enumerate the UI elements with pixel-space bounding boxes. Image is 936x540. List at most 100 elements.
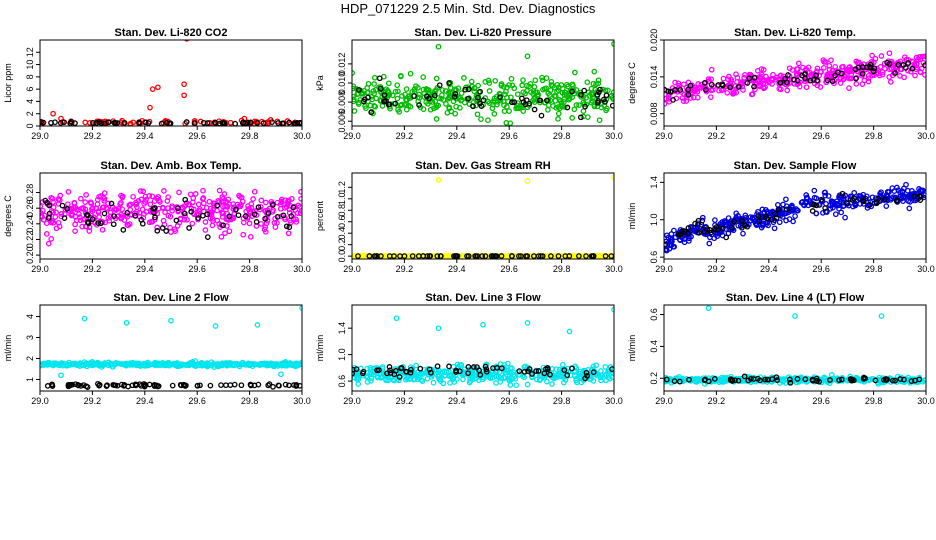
data-point [258,197,265,204]
y-tick-label: 0.6 [337,215,347,228]
data-point [822,205,828,211]
data-point [220,195,226,202]
data-point [364,365,371,372]
panel-title: Stan. Dev. Li-820 CO2 [115,27,228,39]
data-point [269,119,275,125]
data-point [917,197,924,203]
data-point [904,187,911,194]
data-point [483,366,490,373]
data-point [776,219,783,226]
data-point [890,377,896,384]
data-point [853,75,859,82]
data-point [90,360,97,367]
data-point [603,92,610,99]
data-point [484,368,490,375]
data-point [742,212,749,219]
data-point [701,79,708,86]
data-point [181,382,188,388]
data-point [270,207,276,213]
data-point [381,98,388,104]
data-point [460,376,466,383]
data-point [922,72,926,78]
data-point [197,382,203,389]
x-tick-label: 30.0 [293,396,311,406]
data-point [184,216,190,223]
data-point [452,90,459,97]
data-point [383,377,389,384]
data-point [55,196,62,203]
data-point [739,224,745,231]
data-point [95,220,102,226]
data-point [902,54,908,61]
x-tick-label: 29.8 [241,396,259,406]
data-point [701,228,708,235]
data-point [371,103,378,109]
data-point [591,68,598,75]
data-point [95,380,101,387]
data-point [522,101,529,108]
data-point [93,120,100,126]
data-point [755,213,762,219]
data-point [101,190,108,196]
data-points [40,305,302,390]
data-point [381,371,387,377]
data-point [749,91,756,97]
data-point [559,361,566,368]
data-point [901,193,907,200]
data-point [376,75,383,82]
data-point [802,78,808,85]
data-point [277,201,284,208]
data-point [352,96,357,103]
series-reference [42,196,297,240]
data-point [839,190,846,197]
data-point [89,208,96,215]
data-point [58,372,64,379]
data-point [799,72,805,79]
data-point [810,77,817,83]
data-point [196,208,202,214]
x-tick-label: 29.2 [708,396,726,406]
data-point [840,76,847,83]
data-point [396,374,403,380]
data-point [569,88,575,95]
data-point [687,82,694,89]
data-point [558,373,565,380]
data-point [897,376,904,382]
data-point [364,85,371,91]
data-point [254,322,261,328]
plot-frame [39,172,303,260]
data-point [566,253,573,259]
data-point [578,92,584,98]
data-point [126,221,133,227]
data-point [671,378,678,384]
data-point [67,381,73,388]
data-point [43,231,50,237]
data-point [908,378,915,384]
data-point [240,219,247,226]
data-point [120,227,127,233]
data-point [818,196,824,203]
data-point [204,120,211,126]
data-point [679,95,686,101]
data-point [167,213,174,220]
y-tick-label: 0.014 [649,66,659,89]
data-point [352,98,357,105]
data-point [849,376,855,383]
data-point [457,94,464,101]
data-point [111,213,117,219]
panel-title: Stan. Dev. Amb. Box Temp. [101,160,242,172]
data-point [809,208,816,214]
data-point [48,361,55,368]
data-point [468,369,475,375]
data-point [207,382,214,389]
data-point [419,378,426,384]
data-point [212,323,219,329]
data-point [404,374,411,381]
data-point [456,362,463,369]
data-point [85,212,91,219]
data-point [45,215,52,221]
x-tick-label: 30.0 [605,264,623,274]
data-point [465,364,472,370]
data-point [280,360,286,367]
data-point [723,234,730,241]
